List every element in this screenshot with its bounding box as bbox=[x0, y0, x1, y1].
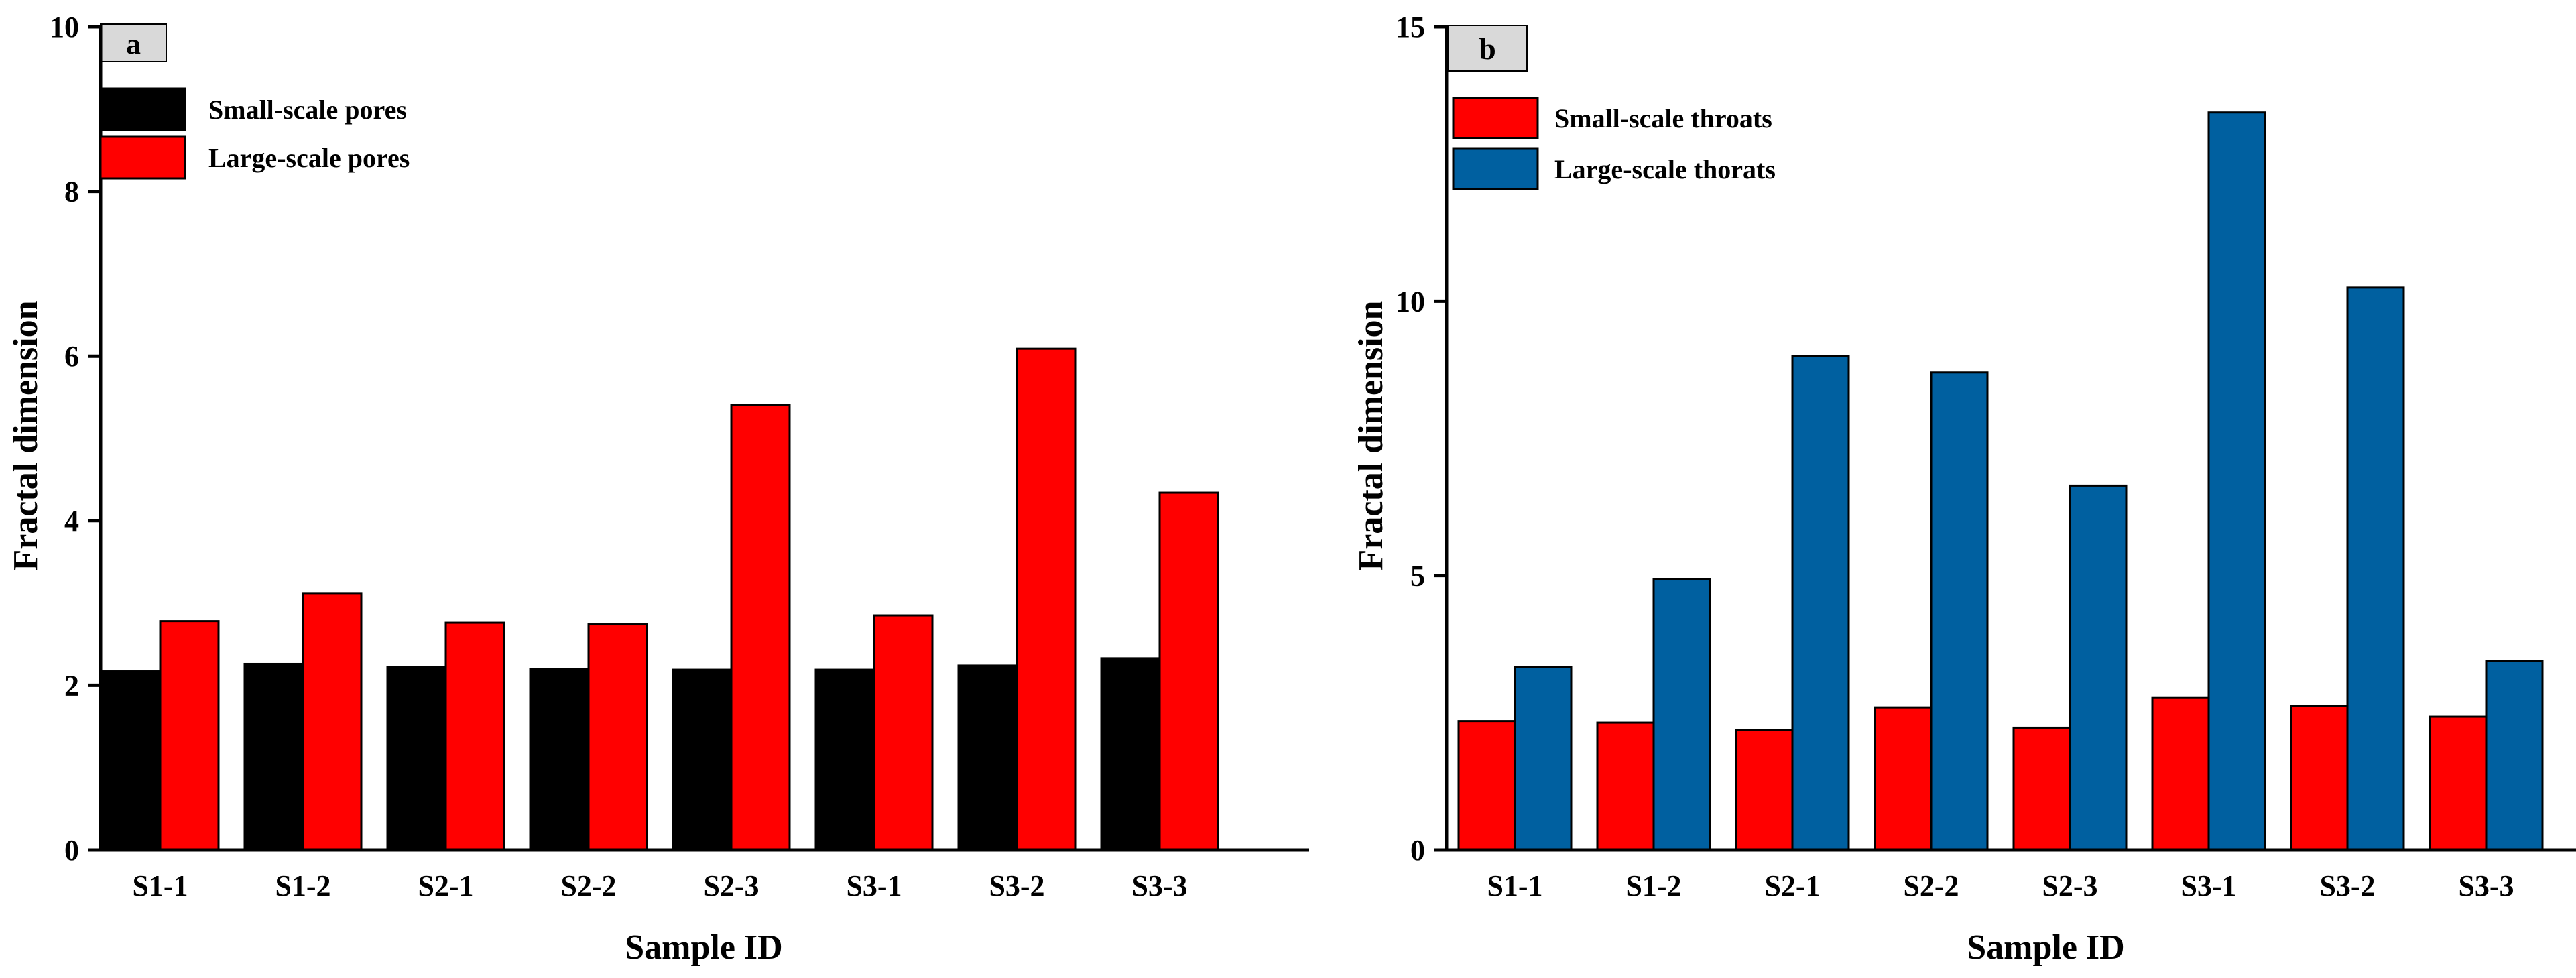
bar-s3-2-small-scale-pores bbox=[957, 664, 1018, 851]
panel-a-bars bbox=[101, 347, 1219, 851]
y-tick-label: 10 bbox=[50, 11, 79, 44]
x-tick-label: S3-3 bbox=[2458, 869, 2514, 902]
x-tick-label: S3-1 bbox=[2181, 869, 2236, 902]
x-tick-label: S3-2 bbox=[2319, 869, 2375, 902]
bar-s3-1-large-scale-thorats bbox=[2207, 111, 2266, 851]
bar-s2-1-small-scale-pores bbox=[386, 666, 447, 851]
bar-s3-2-small-scale-throats bbox=[2290, 705, 2349, 851]
panel-a-chart: a 0 2 4 6 8 10 S1-1 S1-2 S2-1 S2-2 S2-3 S3-1 S3-2 S3… bbox=[7, 11, 1309, 967]
x-tick-label: S1-2 bbox=[1626, 869, 1681, 902]
x-tick-label: S2-1 bbox=[1764, 869, 1820, 902]
x-tick-label: S2-3 bbox=[703, 869, 759, 902]
bar-s1-2-large-scale-thorats bbox=[1652, 578, 1711, 851]
x-tick-label: S1-2 bbox=[275, 869, 330, 902]
y-tick-label: 0 bbox=[64, 834, 79, 867]
x-tick-label: S2-2 bbox=[560, 869, 616, 902]
bar-s1-1-small-scale-throats bbox=[1457, 720, 1516, 851]
bar-s2-2-small-scale-throats bbox=[1874, 706, 1933, 851]
x-tick-label: S3-1 bbox=[846, 869, 902, 902]
panel-b-xticks: S1-1 S1-2 S2-1 S2-2 S2-3 S3-1 S3-2 S3-3 bbox=[1487, 869, 2514, 902]
panel-a-yticks: 0 2 4 6 8 10 bbox=[50, 11, 101, 867]
bar-s3-3-small-scale-throats bbox=[2429, 715, 2488, 851]
x-tick-label: S3-3 bbox=[1131, 869, 1187, 902]
bar-s3-1-small-scale-pores bbox=[814, 668, 875, 851]
bar-s1-2-small-scale-pores bbox=[243, 662, 304, 851]
bar-s1-1-small-scale-pores bbox=[101, 670, 162, 851]
y-tick-label: 2 bbox=[64, 669, 79, 702]
bar-s2-1-large-scale-pores bbox=[444, 621, 505, 851]
legend-label: Large-scale thorats bbox=[1554, 154, 1776, 184]
panel-b-label-box: b bbox=[1447, 25, 1528, 72]
y-tick-label: 10 bbox=[1396, 285, 1425, 318]
bar-s2-1-large-scale-thorats bbox=[1791, 355, 1850, 851]
panel-b-yticks: 0 5 10 15 bbox=[1396, 11, 1447, 867]
panel-b-label: b bbox=[1479, 32, 1496, 66]
panel-a-x-axis-label: Sample ID bbox=[625, 928, 782, 967]
bar-s2-3-small-scale-pores bbox=[672, 668, 733, 851]
y-tick-label: 6 bbox=[64, 340, 79, 373]
legend-label: Small-scale throats bbox=[1554, 103, 1772, 133]
x-tick-label: S3-2 bbox=[989, 869, 1044, 902]
y-tick-label: 4 bbox=[64, 505, 79, 538]
legend-swatch-large-scale-pores bbox=[99, 135, 186, 180]
y-tick-label: 8 bbox=[64, 176, 79, 208]
bar-s1-2-small-scale-throats bbox=[1596, 721, 1655, 851]
panel-b-legend: Small-scale throats Large-scale thorats bbox=[1452, 97, 1776, 190]
panel-b-chart: b 0 5 10 15 S1-1 S1-2 S2-1 S2-2 S2-3 S3-1 S3-2 S3-… bbox=[1352, 11, 2576, 967]
y-tick-label: 5 bbox=[1410, 560, 1425, 593]
legend-swatch-small-scale-throats bbox=[1452, 97, 1539, 139]
bar-s3-1-large-scale-pores bbox=[873, 614, 934, 851]
y-tick-label: 0 bbox=[1410, 834, 1425, 867]
bar-s2-3-large-scale-pores bbox=[730, 404, 791, 851]
x-tick-label: S1-1 bbox=[1487, 869, 1542, 902]
bar-s2-2-large-scale-thorats bbox=[1930, 371, 1989, 851]
legend-swatch-large-scale-thorats bbox=[1452, 147, 1539, 190]
x-tick-label: S2-3 bbox=[2042, 869, 2097, 902]
x-tick-label: S1-1 bbox=[132, 869, 188, 902]
bar-s2-3-large-scale-thorats bbox=[2069, 484, 2128, 851]
panel-a-label-box: a bbox=[100, 23, 167, 62]
bar-s2-1-small-scale-throats bbox=[1735, 729, 1794, 851]
panel-b-x-axis-label: Sample ID bbox=[1967, 928, 2124, 967]
bar-s3-3-large-scale-pores bbox=[1158, 491, 1219, 851]
legend-swatch-small-scale-pores bbox=[99, 87, 186, 131]
x-tick-label: S2-1 bbox=[418, 869, 473, 902]
bar-s1-2-large-scale-pores bbox=[302, 592, 363, 851]
bar-s2-2-large-scale-pores bbox=[587, 623, 648, 851]
bar-s3-3-large-scale-thorats bbox=[2485, 660, 2544, 851]
bar-s3-3-small-scale-pores bbox=[1100, 657, 1161, 851]
bar-s1-1-large-scale-thorats bbox=[1514, 666, 1573, 851]
bar-s2-2-small-scale-pores bbox=[529, 668, 590, 851]
panel-b-axes bbox=[1445, 25, 2576, 852]
bar-s3-2-large-scale-pores bbox=[1016, 347, 1077, 851]
panel-a-label: a bbox=[126, 27, 141, 60]
bar-s2-3-small-scale-throats bbox=[2012, 726, 2071, 851]
x-tick-label: S2-2 bbox=[1903, 869, 1959, 902]
panel-a-xticks: S1-1 S1-2 S2-1 S2-2 S2-3 S3-1 S3-2 S3-3 bbox=[132, 869, 1187, 902]
y-tick-label: 15 bbox=[1396, 11, 1425, 44]
legend-label: Large-scale pores bbox=[208, 143, 410, 173]
panel-a-y-axis-label: Fractal dimension bbox=[7, 300, 45, 570]
bar-s3-1-small-scale-throats bbox=[2151, 696, 2210, 851]
legend-label: Small-scale pores bbox=[208, 95, 407, 125]
panel-b-bars bbox=[1457, 111, 2544, 851]
bar-s1-1-large-scale-pores bbox=[159, 620, 220, 851]
panel-b-y-axis-label: Fractal dimension bbox=[1352, 300, 1390, 570]
panel-a-legend: Small-scale pores Large-scale pores bbox=[99, 87, 410, 180]
bar-s3-2-large-scale-thorats bbox=[2346, 286, 2405, 851]
